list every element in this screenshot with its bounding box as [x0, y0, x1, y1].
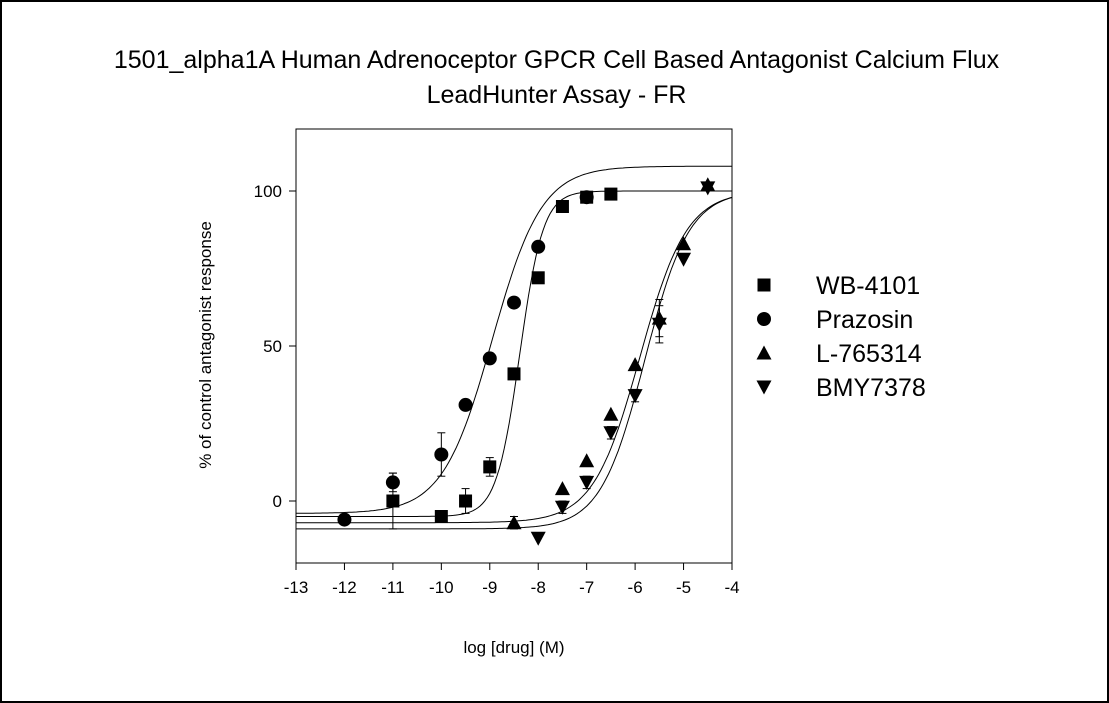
fit-curve-wb-4101 [296, 190, 732, 517]
fit-curve-prazosin [296, 165, 732, 514]
data-point-wb-4101 [555, 200, 569, 213]
data-point-wb-4101 [604, 187, 618, 201]
data-point-bmy7378 [700, 181, 716, 196]
plot-area: -13 -12 -11 -10 -9 -8 -7 -6 -5 -4 0 50 100 [254, 128, 740, 597]
y-tick-label: 100 [254, 182, 282, 201]
data-point-l-765314 [603, 406, 619, 421]
plot-border [295, 128, 733, 564]
fit-curve-bmy7378 [296, 197, 732, 530]
data-point-bmy7378 [554, 500, 570, 515]
data-point-bmy7378 [627, 389, 643, 404]
legend-label-l-765314: L-765314 [816, 340, 922, 368]
data-point-bmy7378 [651, 317, 667, 332]
y-tick-label: 50 [263, 337, 282, 356]
chart-title-line-2: LeadHunter Assay - FR [426, 81, 687, 109]
data-point-prazosin [385, 475, 400, 490]
chart-title-line-1: 1501_alpha1A Human Adrenoceptor GPCR Cel… [113, 46, 1000, 74]
data-point-l-765314 [554, 481, 570, 496]
data-point-prazosin [482, 351, 497, 366]
data-point-prazosin [507, 295, 521, 310]
x-tick-label: -8 [531, 578, 546, 597]
data-point-wb-4101 [507, 367, 521, 381]
data-point-l-765314 [506, 515, 522, 530]
legend: WB-4101 Prazosin L-765314 BMY7378 [756, 272, 926, 402]
fit-curve-l-765314 [296, 196, 732, 524]
legend-marker-l-765314 [756, 345, 772, 360]
data-point-l-765314 [676, 236, 692, 251]
legend-marker-bmy7378 [756, 380, 772, 395]
x-tick-label: -7 [579, 578, 594, 597]
data-point-wb-4101 [459, 494, 473, 508]
x-tick-label: -12 [332, 578, 357, 597]
data-point-prazosin [434, 447, 449, 462]
data-point-wb-4101 [531, 271, 545, 285]
data-point-l-765314 [627, 357, 643, 372]
x-tick-label: -4 [724, 578, 739, 597]
data-point-bmy7378 [676, 252, 692, 267]
legend-marker-wb-4101 [757, 278, 771, 292]
y-tick-label: 0 [273, 492, 282, 511]
x-tick-label: -10 [429, 578, 454, 597]
data-point-prazosin [337, 512, 352, 527]
data-point-wb-4101 [434, 510, 448, 523]
data-point-bmy7378 [603, 426, 619, 441]
data-point-wb-4101 [386, 494, 400, 508]
x-tick-label: -5 [676, 578, 691, 597]
legend-label-wb-4101: WB-4101 [816, 272, 920, 300]
data-point-l-765314 [579, 453, 595, 468]
data-point-bmy7378 [579, 475, 595, 490]
legend-marker-prazosin [757, 312, 771, 326]
legend-label-prazosin: Prazosin [816, 306, 913, 334]
data-point-prazosin [531, 239, 546, 254]
legend-label-bmy7378: BMY7378 [816, 374, 926, 402]
data-point-prazosin [579, 190, 594, 205]
data-point-prazosin [458, 397, 473, 412]
data-point-bmy7378 [530, 531, 546, 546]
x-axis-label: log [drug] (M) [463, 638, 564, 657]
x-tick-label: -13 [284, 578, 309, 597]
x-tick-label: -11 [381, 578, 404, 597]
x-tick-label: -9 [482, 578, 497, 597]
y-axis-label: % of control antagonist response [196, 221, 215, 469]
x-tick-label: -6 [628, 578, 643, 597]
data-point-wb-4101 [483, 460, 497, 474]
